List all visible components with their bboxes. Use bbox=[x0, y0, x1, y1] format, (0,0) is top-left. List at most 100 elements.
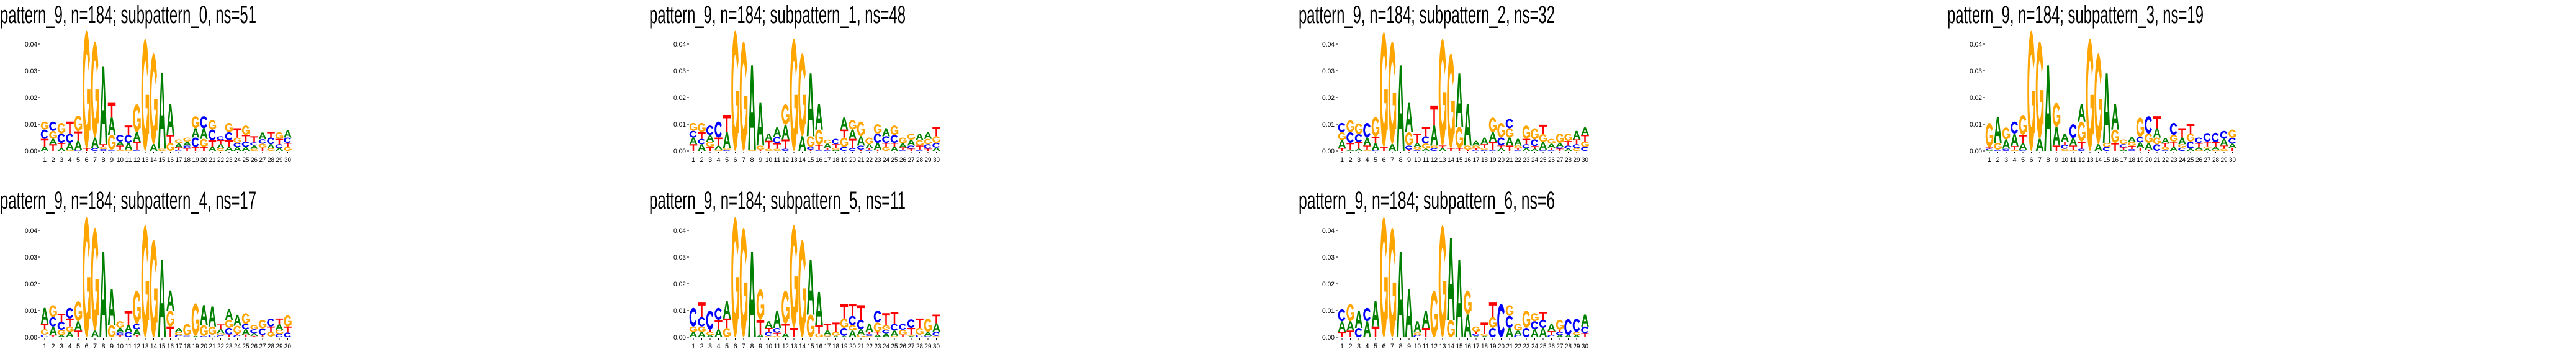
logo-column-26 bbox=[1547, 324, 1556, 337]
x-tick-label: 3 bbox=[60, 343, 63, 350]
logo-column-18 bbox=[2128, 137, 2136, 151]
logo-letter-G bbox=[1380, 32, 1388, 147]
logo-letter-T bbox=[790, 327, 798, 337]
logo-column-12 bbox=[133, 290, 141, 337]
x-tick-label: 14 bbox=[1448, 157, 1454, 164]
logo-letter-A bbox=[823, 143, 832, 148]
logo-letter-C bbox=[932, 143, 940, 148]
logo-letter-A bbox=[284, 130, 292, 138]
logo-letter-C bbox=[723, 149, 731, 151]
x-tick-label: 13 bbox=[1439, 343, 1446, 350]
y-tick-label: 0.00 bbox=[25, 148, 37, 155]
x-tick-label: 8 bbox=[750, 343, 754, 350]
logo-column-30 bbox=[1581, 127, 1589, 151]
x-tick-label: 6 bbox=[733, 343, 737, 350]
logo-letter-A bbox=[1994, 116, 2002, 143]
logo-letter-G bbox=[267, 332, 275, 337]
x-tick-label: 29 bbox=[2221, 157, 2228, 164]
logo-letter-A bbox=[2002, 139, 2011, 149]
logo-letter-C bbox=[191, 137, 199, 147]
logo-column-16 bbox=[1464, 104, 1472, 151]
logo-letter-C bbox=[225, 132, 233, 140]
x-tick-label: 5 bbox=[2021, 157, 2025, 164]
logo-letter-A bbox=[1505, 137, 1514, 146]
logo-letter-G bbox=[865, 335, 873, 337]
logo-letter-G bbox=[781, 290, 790, 324]
logo-letter-C bbox=[217, 335, 224, 337]
logo-letter-C bbox=[2011, 121, 2018, 134]
logo-letter-G bbox=[1464, 145, 1472, 150]
y-tick-label: 0.01 bbox=[1322, 121, 1335, 129]
logo-column-4 bbox=[1363, 307, 1371, 337]
logo-letter-G bbox=[1985, 122, 1994, 148]
logo-letter-A bbox=[74, 321, 83, 331]
logo-column-30 bbox=[2228, 129, 2236, 151]
logo-letter-G bbox=[107, 325, 116, 337]
logo-column-1 bbox=[689, 307, 698, 337]
logo-letter-T bbox=[924, 148, 932, 151]
logo-column-14 bbox=[1447, 53, 1455, 151]
x-tick-label: 26 bbox=[899, 343, 906, 350]
logo-column-30 bbox=[284, 315, 292, 337]
logo-column-13 bbox=[141, 39, 150, 151]
logo-column-23 bbox=[873, 124, 882, 151]
logo-column-19 bbox=[191, 116, 200, 151]
x-tick-label: 28 bbox=[916, 157, 923, 164]
logo-letter-A bbox=[166, 104, 174, 135]
logo-letter-C bbox=[91, 148, 99, 151]
logo-letter-G bbox=[91, 227, 99, 331]
logo-letter-A bbox=[932, 323, 940, 332]
logo-letter-C bbox=[116, 332, 124, 335]
y-tick-label: 0.03 bbox=[25, 68, 37, 75]
x-tick-label: 7 bbox=[742, 157, 745, 164]
logo-column-29 bbox=[1572, 130, 1581, 151]
logo-letter-C bbox=[1564, 319, 1572, 335]
logo-letter-A bbox=[1556, 335, 1564, 337]
x-tick-label: 11 bbox=[2070, 157, 2077, 164]
logo-letter-G bbox=[2153, 137, 2161, 145]
logo-letter-C bbox=[1405, 145, 1413, 150]
logo-column-23 bbox=[225, 122, 233, 151]
logo-letter-T bbox=[890, 312, 899, 324]
logo-column-16 bbox=[815, 291, 823, 337]
logo-letter-T bbox=[208, 140, 217, 147]
logo-letter-A bbox=[849, 129, 857, 139]
x-tick-label: 25 bbox=[891, 343, 898, 350]
logo-letter-A bbox=[191, 335, 200, 337]
logo-letter-G bbox=[1547, 138, 1556, 144]
x-tick-label: 23 bbox=[1523, 343, 1530, 350]
logo-letter-C bbox=[823, 149, 831, 151]
logo-column-14 bbox=[150, 53, 158, 151]
x-tick-label: 27 bbox=[259, 157, 266, 164]
logo-letter-T bbox=[1438, 145, 1447, 148]
logo-letter-T bbox=[275, 318, 284, 325]
logo-letter-G bbox=[907, 134, 916, 140]
logo-letter-T bbox=[258, 147, 267, 151]
logo-letter-C bbox=[183, 145, 191, 148]
logo-letter-T bbox=[2069, 145, 2078, 150]
x-tick-label: 2 bbox=[51, 157, 55, 164]
logo-letter-G bbox=[57, 329, 66, 335]
logo-letter-C bbox=[916, 149, 923, 151]
logo-letter-T bbox=[823, 324, 832, 331]
x-tick-label: 17 bbox=[2120, 157, 2127, 164]
x-tick-label: 29 bbox=[276, 157, 283, 164]
x-tick-label: 7 bbox=[1390, 157, 1394, 164]
logo-column-21 bbox=[2153, 116, 2161, 151]
logo-letter-G bbox=[233, 137, 241, 143]
x-tick-label: 13 bbox=[791, 157, 798, 164]
y-tick-label: 0.02 bbox=[673, 94, 686, 102]
y-tick-label: 0.02 bbox=[25, 94, 37, 102]
logo-letter-G bbox=[258, 320, 267, 329]
x-tick-label: 13 bbox=[791, 343, 798, 350]
logo-letter-C bbox=[916, 334, 923, 337]
logo-letter-G bbox=[116, 321, 124, 328]
logo-letter-T bbox=[714, 137, 723, 146]
logo-panel-1: pattern_9, n=184; subpattern_1, ns=48 0.0… bbox=[649, 1, 940, 164]
logo-letter-C bbox=[183, 335, 191, 337]
logo-letter-A bbox=[1464, 314, 1472, 337]
logo-letter-T bbox=[284, 326, 292, 333]
logo-letter-T bbox=[2228, 147, 2236, 151]
logo-letter-G bbox=[1455, 127, 1464, 148]
panel-title: pattern_9, n=184; subpattern_4, ns=17 bbox=[0, 187, 256, 214]
